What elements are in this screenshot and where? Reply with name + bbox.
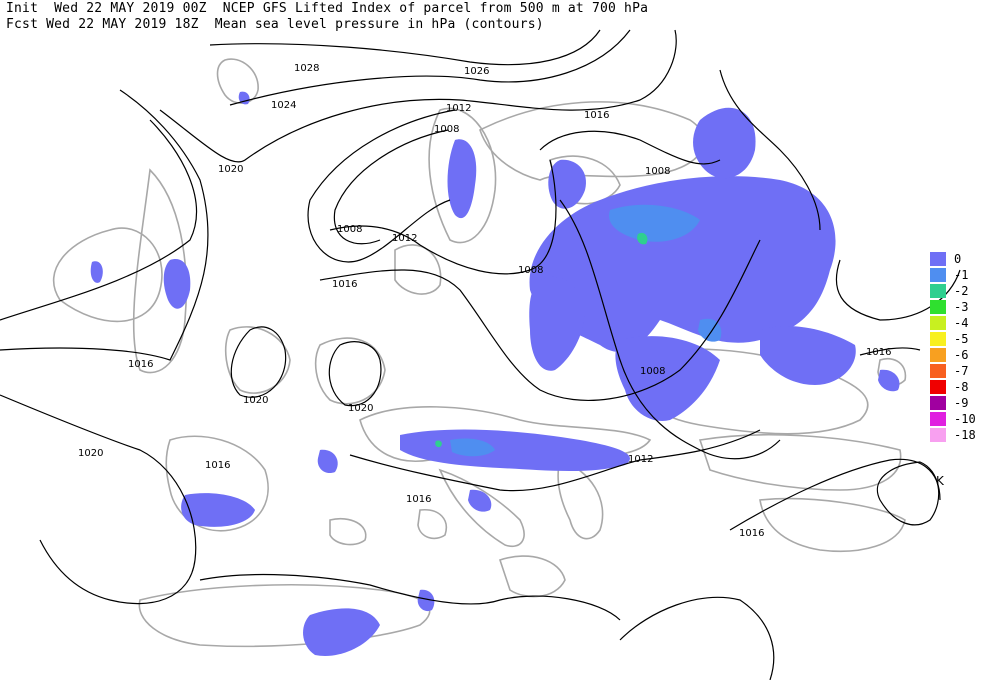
legend-item: -5 bbox=[930, 332, 968, 346]
legend-item: -1 bbox=[930, 268, 968, 282]
legend-label: -3 bbox=[954, 300, 969, 314]
isobar-label: 1020 bbox=[348, 403, 373, 414]
legend-label: -1 bbox=[954, 268, 969, 282]
legend-label: -7 bbox=[954, 364, 969, 378]
legend-item: -2 bbox=[930, 284, 968, 298]
isobar-label: 1008 bbox=[337, 224, 362, 235]
legend-item: -8 bbox=[930, 380, 968, 394]
legend-swatch bbox=[930, 252, 946, 266]
isobar-label: 1012 bbox=[446, 103, 471, 114]
legend-label: -10 bbox=[954, 412, 976, 426]
isobar-label: 1028 bbox=[294, 63, 319, 74]
legend-label: -2 bbox=[954, 284, 969, 298]
isobar-label: 1026 bbox=[464, 66, 489, 77]
isobar-label: 1020 bbox=[218, 164, 243, 175]
legend-label: -8 bbox=[954, 380, 969, 394]
isobars bbox=[0, 29, 961, 680]
legend-swatch bbox=[930, 300, 946, 314]
isobar-label: 1016 bbox=[584, 110, 609, 121]
isobar-label: 1020 bbox=[78, 448, 103, 459]
legend-item: -9 bbox=[930, 396, 968, 410]
legend-label: 0 bbox=[954, 252, 962, 266]
isobar-label: 1012 bbox=[628, 454, 653, 465]
legend-swatch bbox=[930, 380, 946, 394]
legend-swatch bbox=[930, 428, 946, 442]
isobar-label: 1016 bbox=[866, 347, 891, 358]
lifted-index-shading-level-1 bbox=[450, 204, 722, 457]
isobar-label: 1024 bbox=[271, 100, 296, 111]
isobar-label: 1016 bbox=[332, 279, 357, 290]
isobar-label: 1008 bbox=[645, 166, 670, 177]
legend-item: -6 bbox=[930, 348, 968, 362]
isobar-label: 1016 bbox=[205, 460, 230, 471]
isobar-label: 1016 bbox=[406, 494, 431, 505]
legend-swatch bbox=[930, 396, 946, 410]
isobar-label: 1012 bbox=[392, 233, 417, 244]
legend-item: -10 bbox=[930, 412, 976, 426]
isobar-label: 1008 bbox=[640, 366, 665, 377]
legend-swatch bbox=[930, 284, 946, 298]
legend-swatch bbox=[930, 332, 946, 346]
isobar-label: 1008 bbox=[518, 265, 543, 276]
legend-item: -18 bbox=[930, 428, 976, 442]
isobar-labels: 1028 1026 1024 1020 1012 1008 1016 1008 … bbox=[78, 63, 891, 539]
isobar-label: 1008 bbox=[434, 124, 459, 135]
legend-label: -18 bbox=[954, 428, 976, 442]
header-forecast-line: Fcst Wed 22 MAY 2019 18Z Mean sea level … bbox=[6, 17, 544, 32]
isobar-label: 1020 bbox=[243, 395, 268, 406]
legend-swatch bbox=[930, 348, 946, 362]
legend-label: -4 bbox=[954, 316, 969, 330]
header-init-line: Init Wed 22 MAY 2019 00Z NCEP GFS Lifted… bbox=[6, 1, 649, 16]
legend-item: -7 bbox=[930, 364, 968, 378]
legend-swatch bbox=[930, 412, 946, 426]
lifted-index-shading-level-2 bbox=[435, 232, 648, 448]
legend-label: -5 bbox=[954, 332, 969, 346]
legend-swatch bbox=[930, 316, 946, 330]
legend-item: 0 bbox=[930, 252, 961, 266]
legend-unit: K bbox=[936, 474, 944, 488]
legend-swatch bbox=[930, 364, 946, 378]
legend-item: -4 bbox=[930, 316, 968, 330]
legend-label: -9 bbox=[954, 396, 969, 410]
coastlines bbox=[53, 58, 907, 648]
isobar-label: 1016 bbox=[739, 528, 764, 539]
legend-item: -3 bbox=[930, 300, 968, 314]
isobar-label: 1016 bbox=[128, 359, 153, 370]
legend-label: -6 bbox=[954, 348, 969, 362]
legend-swatch bbox=[930, 268, 946, 282]
